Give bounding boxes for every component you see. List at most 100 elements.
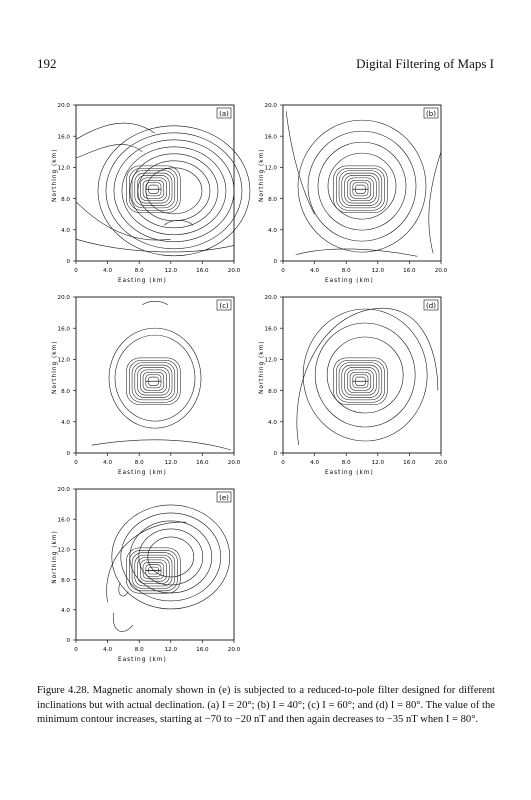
- x-axis-label: Easting (km): [118, 470, 167, 476]
- contour-line-1: [129, 550, 178, 592]
- panel-label-text: (a): [219, 110, 229, 118]
- y-tick-label: 16.0: [58, 326, 71, 332]
- x-tick-label: 4.0: [310, 268, 319, 274]
- contour-line-11: [142, 300, 168, 306]
- contour-line-4: [137, 557, 170, 584]
- contour-line-4: [137, 367, 170, 396]
- x-axis-label: Easting (km): [325, 278, 374, 284]
- contour-line-10: [138, 528, 204, 586]
- x-tick-label: 4.0: [103, 268, 112, 274]
- x-tick-label: 20.0: [435, 460, 448, 466]
- x-tick-label: 8.0: [135, 460, 144, 466]
- contour-line-6: [349, 371, 372, 391]
- contour-line-15: [295, 248, 418, 257]
- y-axis-label: Northing (km): [52, 340, 58, 394]
- contour-line-15: [97, 125, 251, 257]
- panel-label-d: (d): [423, 299, 439, 311]
- figure-panel-a: (a) 0 4.0 8.0 12.0 16.0 20.0 0 4.0 8.0 12.0 16.0 20.…: [52, 103, 251, 284]
- y-tick-label: 4.0: [268, 228, 277, 234]
- figure-panel-e: (e) 0 4.0 8.0 12.0 16.0 20.0 0 4.0 8.0 12.0 16.0 20.…: [52, 487, 241, 663]
- y-tick-label: 0: [66, 259, 70, 265]
- contour-line-17: [75, 144, 143, 159]
- contour-line-9: [326, 336, 404, 414]
- contour-line-3: [134, 364, 173, 398]
- contour-line-15: [113, 612, 134, 632]
- contour-line-2: [131, 552, 176, 589]
- y-tick-label: 12.0: [58, 166, 71, 172]
- contour-line-16: [75, 122, 156, 140]
- y-tick-label: 20.0: [58, 103, 71, 109]
- contour-line-14: [105, 132, 243, 250]
- x-tick-label: 0: [281, 460, 285, 466]
- x-tick-label: 8.0: [342, 460, 351, 466]
- plot-frame: [75, 104, 235, 262]
- y-tick-label: 0: [273, 451, 277, 457]
- contour-line-9: [327, 152, 397, 220]
- y-tick-label: 0: [66, 451, 70, 457]
- contour-line-10: [317, 141, 407, 231]
- y-tick-label: 16.0: [265, 134, 278, 140]
- x-tick-label: 0: [74, 460, 78, 466]
- contour-line-2: [131, 170, 176, 209]
- contour-line-11: [129, 520, 213, 594]
- contour-line-16: [118, 582, 129, 597]
- contour-line-2: [338, 170, 383, 209]
- panel-label-text: (d): [426, 302, 436, 310]
- x-tick-label: 12.0: [165, 268, 178, 274]
- contour-line-9: [108, 327, 202, 429]
- panel-label-e: (e): [216, 491, 232, 503]
- contour-line-12: [121, 146, 227, 236]
- contour-line-4: [344, 175, 377, 204]
- panel-label-box: [423, 107, 439, 119]
- contour-line-1: [336, 167, 385, 211]
- x-axis-label: Easting (km): [325, 470, 374, 476]
- x-tick-label: 16.0: [196, 647, 209, 653]
- figure-panel-b: (b) 0 4.0 8.0 12.0 16.0 20.0 0 4.0 8.0 12.0 16.0 20.…: [259, 103, 448, 284]
- x-tick-label: 20.0: [228, 460, 241, 466]
- x-tick-label: 12.0: [372, 268, 385, 274]
- contour-line-5: [140, 177, 167, 201]
- y-tick-label: 12.0: [265, 166, 278, 172]
- contour-line-12: [91, 439, 231, 451]
- y-tick-label: 0: [273, 259, 277, 265]
- contour-line-2: [338, 362, 383, 401]
- y-tick-label: 8.0: [61, 197, 70, 203]
- contour-line-10: [314, 322, 416, 428]
- contour-line-0: [126, 547, 181, 594]
- plot-frame: [75, 296, 235, 454]
- contour-line-2: [131, 362, 176, 401]
- contour-line-13: [111, 504, 231, 610]
- x-tick-label: 12.0: [165, 460, 178, 466]
- panel-label-a: (a): [216, 107, 232, 119]
- y-tick-label: 20.0: [265, 103, 278, 109]
- panel-label-box: [216, 107, 232, 119]
- page-number: 192: [37, 56, 57, 71]
- x-tick-label: 8.0: [342, 268, 351, 274]
- contour-line-5: [140, 559, 167, 582]
- contour-line-0: [126, 357, 181, 405]
- y-tick-label: 20.0: [58, 295, 71, 301]
- contour-line-9: [147, 536, 195, 578]
- x-tick-label: 8.0: [135, 268, 144, 274]
- contour-line-5: [347, 369, 374, 393]
- x-tick-label: 16.0: [196, 268, 209, 274]
- contour-line-5: [347, 177, 374, 201]
- x-tick-label: 12.0: [372, 460, 385, 466]
- y-axis-label: Northing (km): [52, 148, 58, 202]
- x-tick-label: 4.0: [103, 647, 112, 653]
- contour-line-14: [106, 521, 187, 603]
- x-axis-label: Easting (km): [118, 278, 167, 284]
- contour-line-0: [333, 165, 388, 213]
- panel-label-text: (b): [426, 110, 436, 118]
- x-tick-label: 20.0: [228, 268, 241, 274]
- y-tick-label: 16.0: [58, 134, 71, 140]
- x-tick-label: 0: [74, 268, 78, 274]
- contour-line-0: [333, 357, 388, 405]
- contour-line-1: [336, 359, 385, 403]
- y-tick-label: 8.0: [268, 389, 277, 395]
- panel-label-text: (e): [219, 494, 229, 502]
- figure-panel-c: (c) 0 4.0 8.0 12.0 16.0 20.0 0 4.0 8.0 12.0 16.0 20.…: [52, 295, 241, 476]
- x-tick-label: 12.0: [165, 647, 178, 653]
- y-tick-label: 20.0: [265, 295, 278, 301]
